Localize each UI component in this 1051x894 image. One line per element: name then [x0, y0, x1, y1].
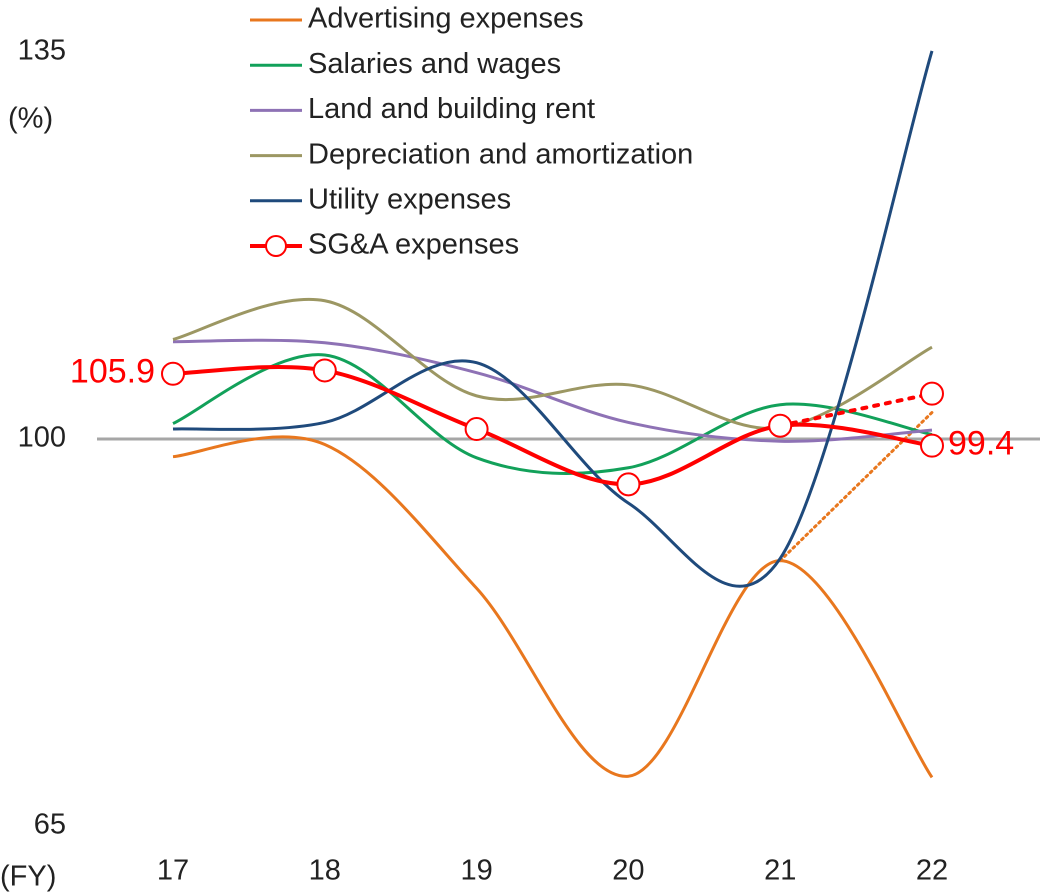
point-marker — [616, 472, 641, 497]
legend-label: Depreciation and amortization — [308, 138, 693, 170]
point-marker — [920, 433, 944, 458]
legend-label: Utility expenses — [308, 183, 511, 215]
y-tick-label: 100 — [18, 422, 66, 454]
y-axis-label: (%) — [8, 103, 53, 135]
series-line — [172, 297, 933, 431]
y-tick-label: 135 — [18, 35, 66, 67]
data-label: 105.9 — [70, 353, 155, 391]
x-tick-label: 20 — [612, 855, 644, 887]
series-line — [172, 338, 933, 443]
x-tick-label: 17 — [157, 855, 189, 887]
projection-marker — [920, 381, 944, 406]
legend-label: Advertising expenses — [308, 3, 584, 35]
x-tick-label: 18 — [309, 855, 341, 887]
legend-label: Land and building rent — [308, 93, 595, 125]
series-line — [172, 353, 933, 475]
point-marker — [464, 417, 489, 442]
legend-label: SG&A expenses — [308, 229, 519, 261]
x-axis-label: (FY) — [0, 861, 56, 893]
legend-marker — [265, 235, 287, 257]
data-label: 99.4 — [948, 425, 1014, 463]
x-tick-label: 21 — [764, 855, 796, 887]
point-marker — [312, 358, 337, 383]
point-marker — [161, 361, 185, 386]
y-tick-label: 65 — [34, 809, 66, 841]
x-tick-label: 19 — [460, 855, 492, 887]
projection-line — [778, 391, 934, 428]
legend-label: Salaries and wages — [308, 48, 561, 80]
series-line — [172, 435, 934, 779]
x-tick-label: 22 — [916, 855, 948, 887]
point-marker — [768, 413, 793, 438]
series-line — [172, 50, 934, 588]
series-line — [172, 365, 933, 487]
projection-line — [778, 410, 934, 563]
